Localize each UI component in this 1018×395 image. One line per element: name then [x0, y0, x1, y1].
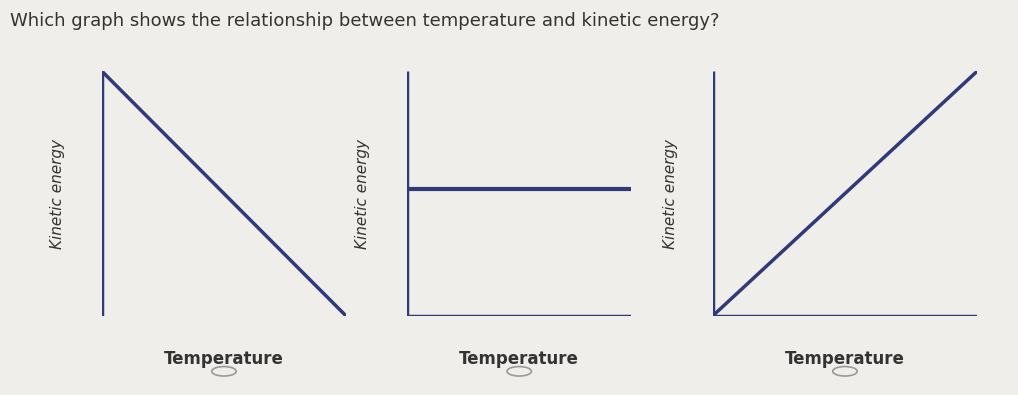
Text: Kinetic energy: Kinetic energy: [355, 139, 370, 248]
Text: Which graph shows the relationship between temperature and kinetic energy?: Which graph shows the relationship betwe…: [10, 12, 720, 30]
Text: Kinetic energy: Kinetic energy: [663, 139, 678, 248]
Text: Temperature: Temperature: [459, 350, 579, 368]
Text: Kinetic energy: Kinetic energy: [50, 139, 65, 248]
Text: Temperature: Temperature: [164, 350, 284, 368]
Text: Temperature: Temperature: [785, 350, 905, 368]
